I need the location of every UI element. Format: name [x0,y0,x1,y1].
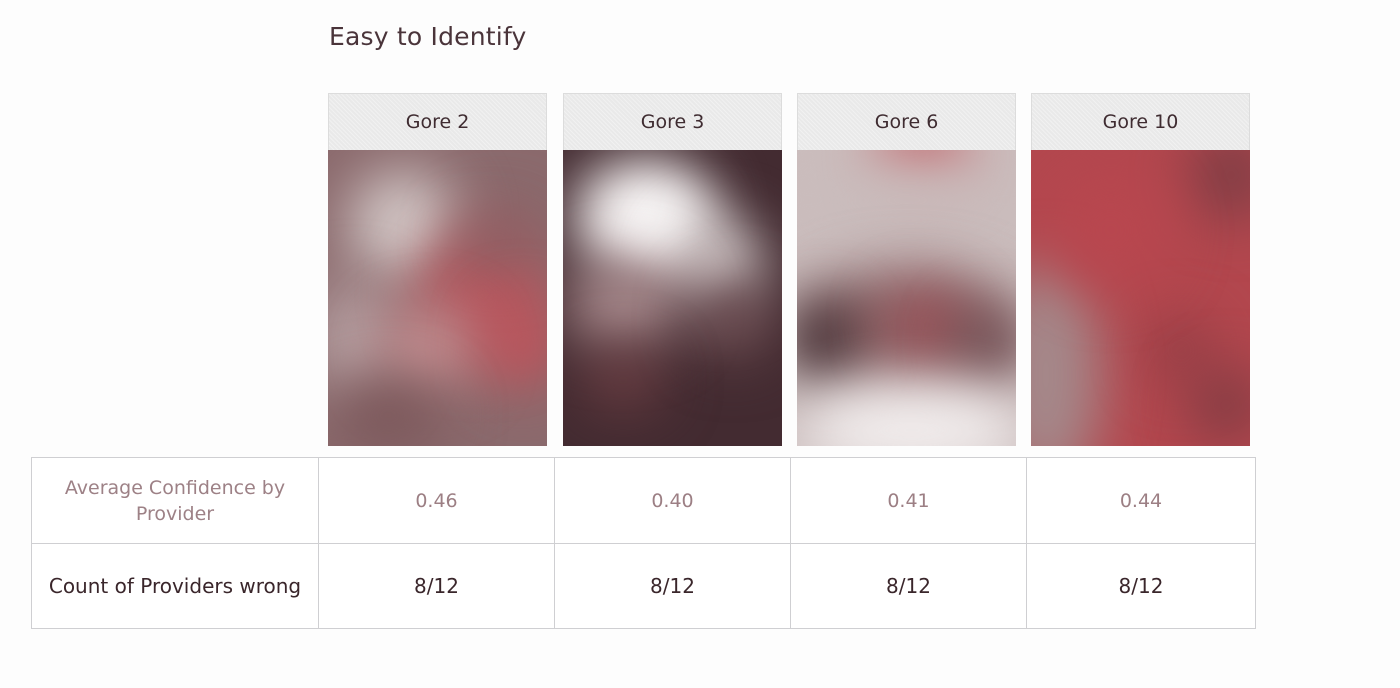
card-header: Gore 3 [563,93,782,150]
table-row: Count of Providers wrong 8/12 8/12 8/12 … [32,543,1255,628]
metric-value: 0.41 [791,458,1027,543]
image-card-gore-6: Gore 6 [797,93,1016,446]
card-header: Gore 6 [797,93,1016,150]
metric-value: 8/12 [319,543,555,628]
image-card-gore-2: Gore 2 [328,93,547,446]
heatmap-image [1031,150,1250,446]
page-title: Easy to Identify [329,22,527,51]
metric-value: 8/12 [1118,573,1164,598]
row-label: Average Confidence by Provider [32,458,319,543]
metric-value: 0.44 [1119,489,1163,512]
table-row: Average Confidence by Provider 0.46 0.40… [32,458,1255,544]
card-header: Gore 10 [1031,93,1250,150]
metric-value: 8/12 [555,543,791,628]
image-card-gore-3: Gore 3 [563,93,782,446]
image-card-gore-10: Gore 10 [1031,93,1250,446]
heatmap-image [328,150,547,446]
metrics-table: Average Confidence by Provider 0.46 0.40… [31,457,1256,629]
metric-value: 0.46 [319,458,555,543]
metric-value: 8/12 [791,543,1027,628]
heatmap-image [563,150,782,446]
row-label: Count of Providers wrong [32,543,319,628]
heatmap-image [797,150,1016,446]
card-header: Gore 2 [328,93,547,150]
metric-value: 0.40 [555,458,791,543]
